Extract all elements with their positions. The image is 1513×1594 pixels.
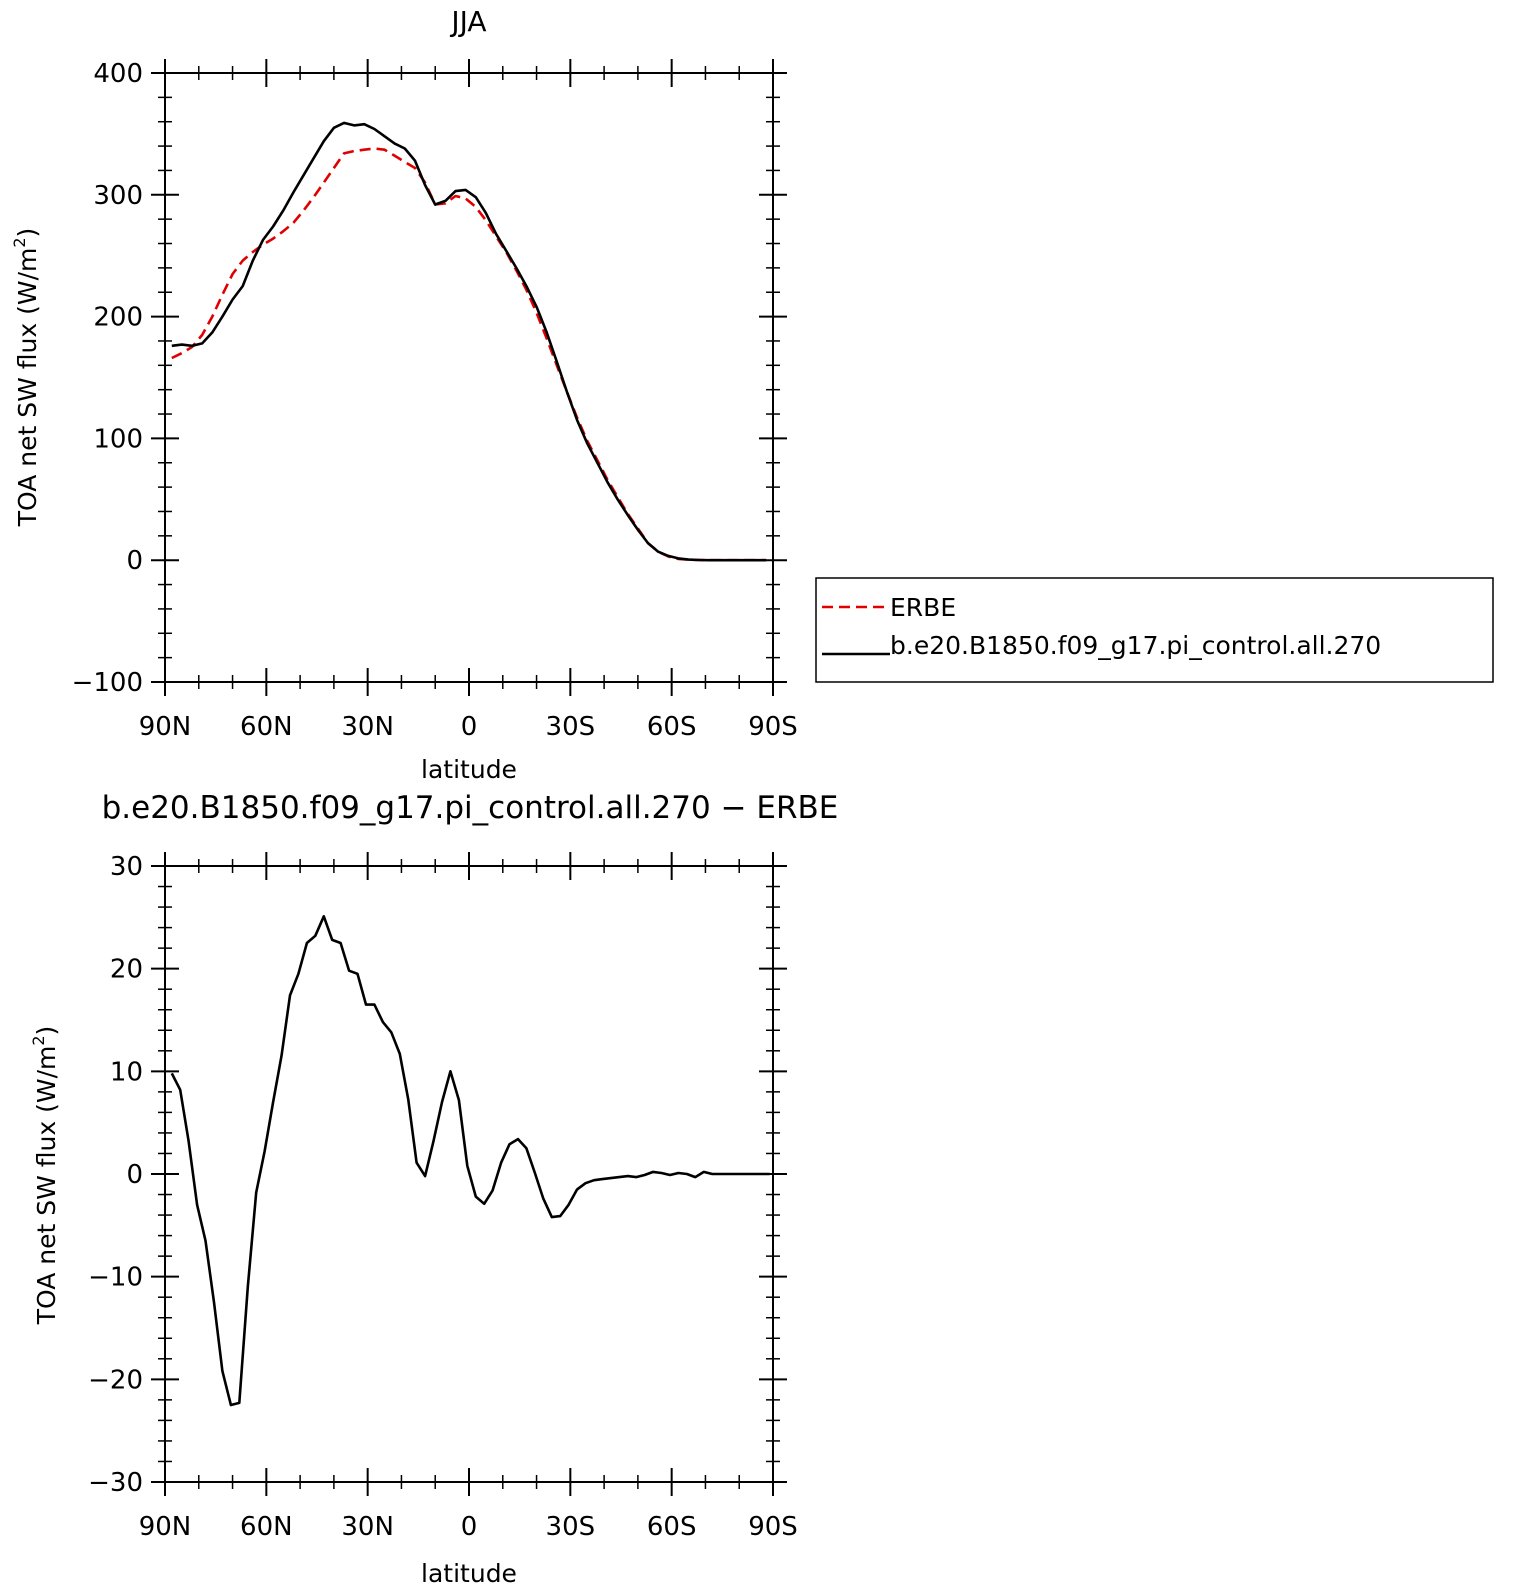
x-tick-label: 30S	[546, 712, 596, 742]
bottom-plot-frame	[164, 865, 774, 1483]
x-tick-label: 0	[461, 1512, 478, 1542]
top-tick-labels: −100 0 100 200 300 400 90N 60N 30N 0 30S 60S 90S	[72, 59, 798, 742]
bottom-x-axis-label: latitude	[421, 1559, 517, 1588]
y-tick-label: 300	[93, 181, 143, 211]
y-tick-label: −30	[88, 1468, 143, 1498]
top-x-axis-label: latitude	[421, 755, 517, 784]
x-tick-label: 90N	[139, 712, 192, 742]
model-series-line	[171, 121, 767, 562]
y-tick-label: 100	[93, 424, 143, 454]
top-axis-ticks	[151, 59, 787, 696]
top-y-axis-label: TOA net SW flux (W/m2)	[10, 228, 42, 528]
y-tick-label: 20	[110, 955, 143, 985]
top-y-axis-label-close: )	[13, 228, 42, 238]
y-tick-label: 400	[93, 59, 143, 89]
y-tick-label: 10	[110, 1057, 143, 1087]
x-tick-label: 60N	[240, 1512, 293, 1542]
x-tick-label: 90S	[748, 712, 798, 742]
erbe-series-line	[171, 147, 767, 562]
y-tick-label: −100	[72, 668, 143, 698]
y-tick-label: 30	[110, 852, 143, 882]
y-tick-label: −20	[88, 1365, 143, 1395]
x-tick-label: 60N	[240, 712, 293, 742]
bottom-plot-lines	[170, 914, 770, 1407]
x-tick-label: 30N	[341, 1512, 394, 1542]
top-y-axis-label-sup: 2	[10, 237, 29, 247]
bottom-chart-panel: b.e20.B1850.f09_g17.pi_control.all.270 −…	[29, 790, 838, 1588]
x-tick-label: 90S	[748, 1512, 798, 1542]
difference-series-line	[170, 914, 770, 1407]
x-tick-label: 30S	[546, 1512, 596, 1542]
bottom-tick-labels: −30 −20 −10 0 10 20 30 90N 60N 30N 0 30S 60S 90S	[88, 852, 798, 1542]
legend-box	[815, 577, 1494, 683]
bottom-y-axis-label: TOA net SW flux (W/m2)	[29, 1026, 61, 1326]
x-tick-label: 60S	[647, 712, 697, 742]
top-chart-title: JJA	[449, 5, 486, 38]
top-y-axis-label-main: TOA net SW flux (W/m	[13, 248, 42, 528]
bottom-chart-title: b.e20.B1850.f09_g17.pi_control.all.270 −…	[102, 790, 839, 826]
x-tick-label: 90N	[139, 1512, 192, 1542]
legend: ERBE b.e20.B1850.f09_g17.pi_control.all.…	[815, 577, 1494, 683]
top-chart-panel: JJA TOA net SW flux (W/m2) latitude −100…	[10, 5, 1494, 784]
top-plot-frame	[164, 72, 774, 683]
y-tick-label: 200	[93, 303, 143, 333]
bottom-y-axis-label-main: TOA net SW flux (W/m	[32, 1046, 61, 1326]
y-tick-label: −10	[88, 1263, 143, 1293]
y-tick-label: 0	[126, 546, 143, 576]
top-plot-lines	[171, 121, 767, 562]
legend-label-model: b.e20.B1850.f09_g17.pi_control.all.270	[890, 631, 1381, 660]
bottom-y-axis-label-sup: 2	[29, 1035, 48, 1045]
legend-label-erbe: ERBE	[890, 593, 956, 622]
y-tick-label: 0	[126, 1160, 143, 1190]
bottom-y-axis-label-close: )	[32, 1026, 61, 1036]
x-tick-label: 30N	[341, 712, 394, 742]
x-tick-label: 60S	[647, 1512, 697, 1542]
x-tick-label: 0	[461, 712, 478, 742]
